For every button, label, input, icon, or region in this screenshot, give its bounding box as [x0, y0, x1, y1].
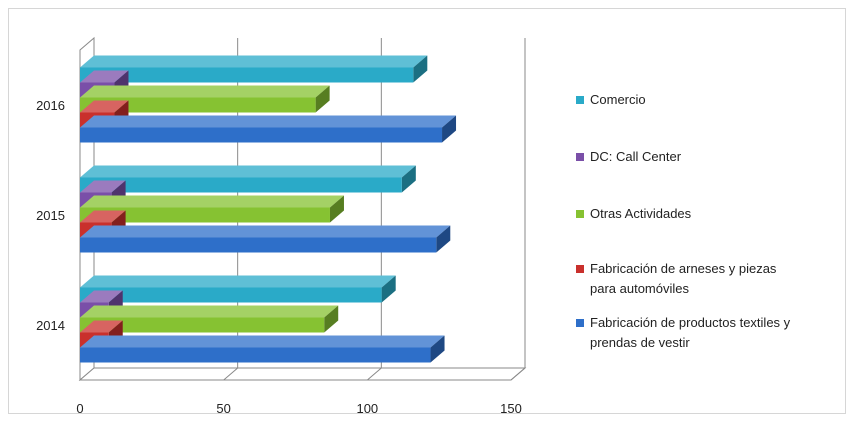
bar-end-face — [436, 225, 451, 253]
gridline — [367, 38, 382, 381]
bars — [80, 55, 457, 363]
bar-top-face — [80, 100, 129, 113]
bar — [80, 115, 457, 143]
gridline — [510, 38, 526, 381]
legend-swatch — [576, 319, 584, 327]
y-tick-label: 2015 — [36, 208, 65, 223]
bar-front-face — [80, 67, 414, 83]
legend-label: Fabricación de arneses y piezas — [590, 261, 777, 276]
bar-front-face — [80, 317, 325, 333]
bar-end-face — [401, 165, 416, 193]
legend-label: Fabricación de productos textiles y — [590, 315, 791, 330]
x-tick-label: 100 — [356, 401, 378, 416]
bar-top-face — [80, 290, 123, 303]
bar-top-face — [80, 115, 457, 128]
bar-top-face — [80, 305, 339, 318]
bar — [80, 85, 330, 113]
bar-end-face — [381, 275, 396, 303]
legend-item: Otras Actividades — [576, 206, 692, 221]
bar-end-face — [329, 195, 344, 223]
bar-end-face — [324, 305, 339, 333]
legend-swatch — [576, 96, 584, 104]
x-tick-label: 50 — [216, 401, 230, 416]
legend-label: Comercio — [590, 92, 646, 107]
bar-top-face — [80, 275, 396, 288]
legend-item: Fabricación de arneses y piezas para auto… — [576, 261, 777, 296]
bar-end-face — [315, 85, 330, 113]
gridline — [223, 38, 239, 381]
bar-front-face — [80, 127, 443, 143]
y-axis: 2016 2015 2014 — [36, 98, 65, 333]
legend-label: DC: Call Center — [590, 149, 682, 164]
bar-front-face — [80, 347, 431, 363]
bar-front-face — [80, 207, 330, 223]
floor — [78, 367, 527, 381]
legend-label: Otras Actividades — [590, 206, 692, 221]
bar-top-face — [80, 210, 126, 223]
legend-item: Fabricación de productos textiles y prend… — [576, 315, 791, 350]
bar-front-face — [80, 237, 437, 253]
x-axis: 0 50 100 150 — [76, 401, 521, 416]
bar-top-face — [80, 180, 126, 193]
bar-end-face — [413, 55, 428, 83]
gridlines — [223, 38, 526, 381]
bar — [80, 55, 428, 83]
bar-top-face — [80, 195, 344, 208]
bar-front-face — [80, 97, 316, 113]
x-tick-label: 0 — [76, 401, 83, 416]
bar-top-face — [80, 335, 445, 348]
legend-label: prendas de vestir — [590, 335, 690, 350]
bar-top-face — [80, 70, 129, 83]
legend-item: DC: Call Center — [576, 149, 682, 164]
bar — [80, 305, 339, 333]
bar — [80, 275, 396, 303]
legend-swatch — [576, 210, 584, 218]
x-tick-label: 150 — [500, 401, 522, 416]
legend-swatch — [576, 153, 584, 161]
legend-label: para automóviles — [590, 281, 689, 296]
bar — [80, 225, 451, 253]
bar — [80, 195, 344, 223]
y-tick-label: 2016 — [36, 98, 65, 113]
legend-swatch — [576, 265, 584, 273]
bar-end-face — [430, 335, 445, 363]
bar — [80, 335, 445, 363]
bar-top-face — [80, 165, 416, 178]
legend-item: Comercio — [576, 92, 646, 107]
bar-top-face — [80, 85, 330, 98]
y-tick-label: 2014 — [36, 318, 65, 333]
bar-front-face — [80, 177, 402, 193]
bar-top-face — [80, 225, 451, 238]
legend: Comercio DC: Call Center Otras Actividades… — [576, 92, 791, 350]
bar — [80, 165, 416, 193]
bar-top-face — [80, 320, 123, 333]
bar-top-face — [80, 55, 428, 68]
bar-front-face — [80, 287, 382, 303]
bar-end-face — [442, 115, 457, 143]
